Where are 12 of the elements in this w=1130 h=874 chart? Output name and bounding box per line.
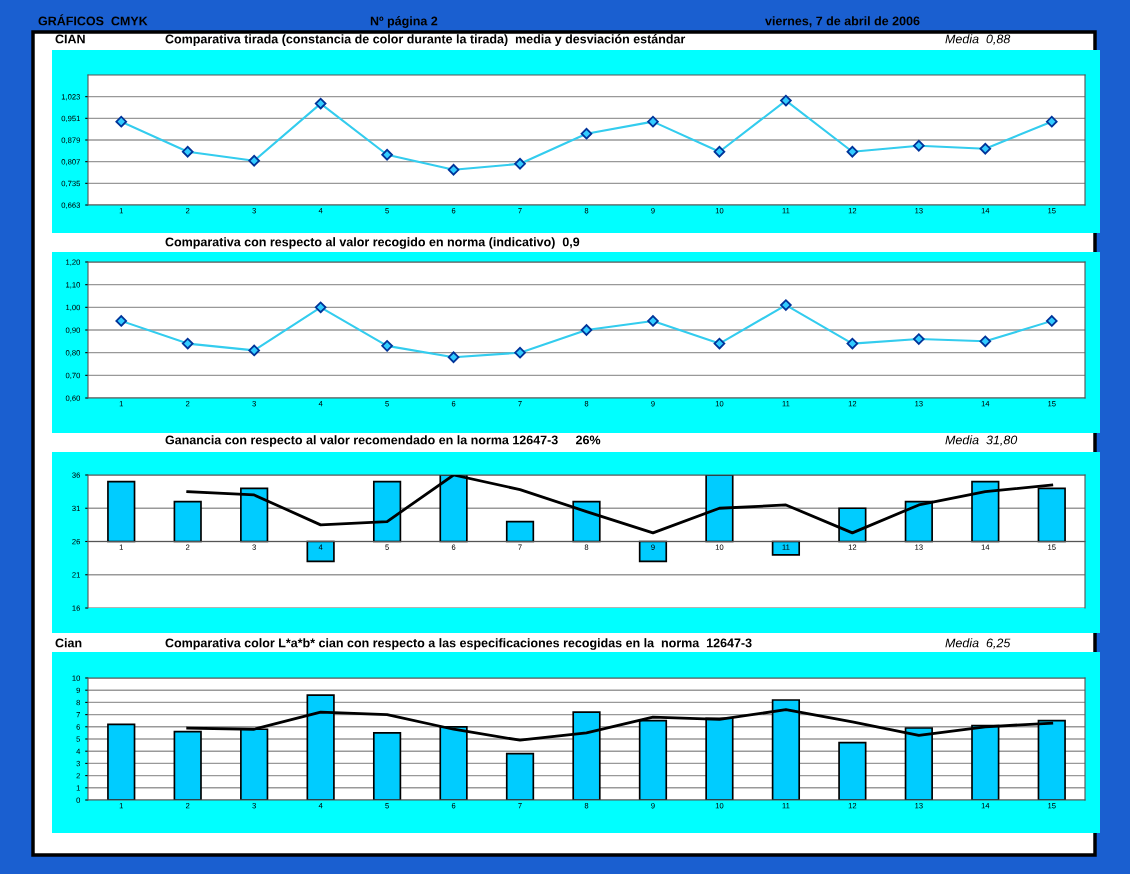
chart-title: Comparativa tirada (constancia de color durante la tirada) media y desviación estándar [165, 34, 686, 46]
text: Media 6,25 [945, 638, 1011, 649]
text: Nº página 2 [370, 16, 438, 28]
text: Cian [55, 638, 82, 648]
chart-title: Comparativa con respecto al valor recogido en norma (indicativo) 0,9 [165, 237, 580, 249]
text: Media 0,88 [945, 34, 1011, 45]
chart-title: Comparativa color L*a*b* cian con respecto a las especificaciones recogidas en la norma 12647-3 [165, 638, 752, 650]
text: Media 31,80 [945, 435, 1018, 446]
text: viernes, 7 de abril de 2006 [765, 16, 920, 28]
chart-title: Ganancia con respecto al valor recomendado en la norma 12647-3 26% [165, 435, 601, 447]
text: GRÁFICOS CMYK [38, 14, 148, 26]
text: CIAN [55, 34, 85, 44]
